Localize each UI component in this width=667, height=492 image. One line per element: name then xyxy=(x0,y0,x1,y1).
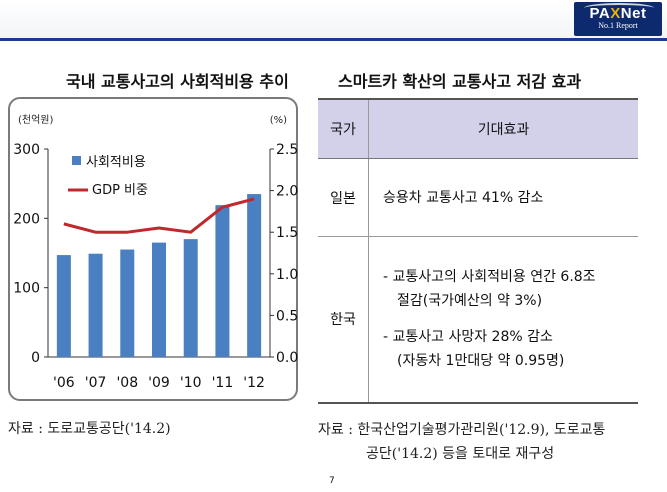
right-source-line-2: 공단('14.2) 등을 토대로 재구성 xyxy=(366,446,555,462)
right-tick-label: 0.0 xyxy=(276,350,298,366)
table-row-japan: 일본 승용차 교통사고 41% 감소 xyxy=(318,158,638,237)
paxnet-logo: PAXNet No.1 Report xyxy=(574,2,662,36)
right-tick-label: 1.0 xyxy=(276,267,298,283)
x-tick-label: '12 xyxy=(243,375,265,391)
left-axis-unit: (천억원) xyxy=(18,114,54,126)
right-tick-label: 2.5 xyxy=(276,142,298,158)
legend-bar-label: 사회적비용 xyxy=(86,155,146,170)
right-table-title: 스마트카 확산의 교통사고 저감 효과 xyxy=(338,72,582,91)
top-divider xyxy=(0,38,667,41)
effect-korea: - 교통사고의 사회적비용 연간 6.8조 절감(국가예산의 약 3%) - 교… xyxy=(368,236,638,404)
x-tick-label: '06 xyxy=(53,375,75,391)
table-row-korea: 한국 - 교통사고의 사회적비용 연간 6.8조 절감(국가예산의 약 3%) … xyxy=(318,236,638,404)
bar-09 xyxy=(152,242,166,357)
right-source-note: 자료 : 한국산업기술평가관리원('12.9), 도로교통 공단('14.2) … xyxy=(318,418,605,466)
right-source-line-1: 자료 : 한국산업기술평가관리원('12.9), 도로교통 xyxy=(318,422,606,438)
korea-bullet-2: - 교통사고 사망자 28% 감소 xyxy=(383,329,553,346)
bar-11 xyxy=(215,205,230,357)
social-cost-chart: (천억원) (%) 300 200 100 0 2.5 2.0 1.5 1.0 0.5 0.0 '06 '… xyxy=(8,97,298,401)
gdp-share-line xyxy=(63,197,255,234)
x-tick-label: '10 xyxy=(180,375,202,391)
page-number: 7 xyxy=(329,476,335,486)
korea-bullet-1: - 교통사고의 사회적비용 연간 6.8조 xyxy=(383,269,596,286)
korea-bullet-2-cont: (자동차 1만대당 약 0.95명) xyxy=(397,353,565,370)
logo-tagline: No.1 Report xyxy=(598,21,638,30)
country-korea: 한국 xyxy=(318,236,369,404)
left-tick-label: 100 xyxy=(13,281,40,297)
top-bar xyxy=(0,0,667,40)
x-tick-label: '08 xyxy=(116,375,138,391)
bar-10 xyxy=(183,239,198,357)
country-japan: 일본 xyxy=(318,158,369,237)
left-tick-label: 200 xyxy=(13,211,40,227)
right-axis-unit: (%) xyxy=(270,115,287,126)
x-tick-label: '09 xyxy=(148,375,170,391)
left-source-note: 자료 : 도로교통공단('14.2) xyxy=(8,421,171,437)
legend-line-label: GDP 비중 xyxy=(92,183,148,198)
header-country: 국가 xyxy=(318,98,369,159)
x-tick-label: '11 xyxy=(212,375,234,391)
right-tick-label: 2.0 xyxy=(276,184,298,200)
bar-12 xyxy=(247,194,262,357)
left-tick-label: 0 xyxy=(31,350,40,366)
smartcar-effect-table: 국가 기대효과 일본 승용차 교통사고 41% 감소 한국 - 교통사고의 사회… xyxy=(318,98,638,404)
logo-swoosh xyxy=(584,3,654,13)
bar-06 xyxy=(56,255,71,357)
chart-canvas: (천억원) (%) 300 200 100 0 2.5 2.0 1.5 1.0 0.5 0.0 '06 '… xyxy=(13,114,298,391)
left-tick-label: 300 xyxy=(13,142,40,158)
header-effect: 기대효과 xyxy=(368,98,638,159)
left-chart-title: 국내 교통사고의 사회적비용 추이 xyxy=(66,72,289,91)
right-tick-label: 0.5 xyxy=(276,308,298,324)
bar-07 xyxy=(88,253,103,357)
korea-bullet-1-cont: 절감(국가예산의 약 3%) xyxy=(397,293,543,310)
legend-bar-swatch xyxy=(72,156,81,165)
bar-08 xyxy=(120,249,135,357)
table-header-row: 국가 기대효과 xyxy=(318,98,638,159)
x-tick-label: '07 xyxy=(85,375,107,391)
effect-japan: 승용차 교통사고 41% 감소 xyxy=(368,158,638,237)
right-tick-label: 1.5 xyxy=(276,225,298,241)
